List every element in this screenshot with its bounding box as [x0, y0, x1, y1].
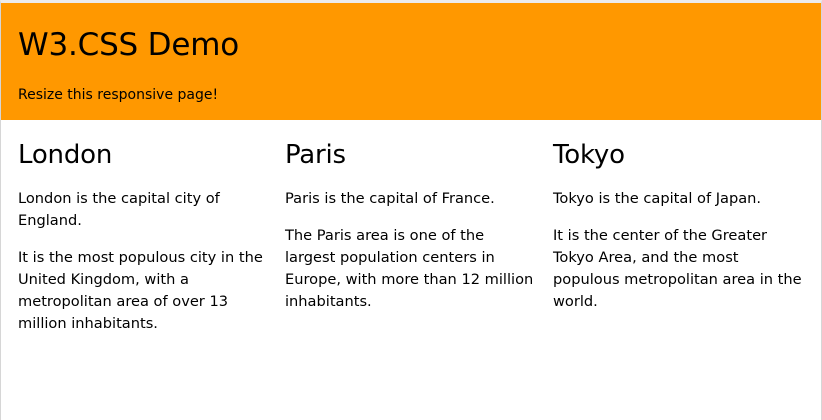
- city-paragraph: Paris is the capital of France.: [285, 190, 495, 207]
- city-paragraph: It is the most populous city in the Unit…: [18, 249, 263, 332]
- city-heading: London: [18, 140, 113, 170]
- cities-row: London London is the capital city of Eng…: [1, 120, 821, 335]
- city-column-paris: Paris Paris is the capital of France. Th…: [285, 120, 553, 335]
- page-subtitle: Resize this responsive page!: [18, 87, 219, 103]
- city-column-london: London London is the capital city of Eng…: [18, 120, 285, 335]
- city-heading: Tokyo: [553, 140, 625, 170]
- city-paragraph: Tokyo is the capital of Japan.: [553, 190, 762, 207]
- city-paragraph: It is the center of the Greater Tokyo Ar…: [553, 227, 802, 310]
- city-paragraph: London is the capital city of England.: [18, 190, 220, 229]
- page-header: W3.CSS Demo Resize this responsive page!: [1, 3, 821, 120]
- city-column-tokyo: Tokyo Tokyo is the capital of Japan. It …: [553, 120, 819, 335]
- city-paragraph: The Paris area is one of the largest pop…: [285, 227, 534, 310]
- city-heading: Paris: [285, 140, 346, 170]
- page-title: W3.CSS Demo: [18, 27, 239, 63]
